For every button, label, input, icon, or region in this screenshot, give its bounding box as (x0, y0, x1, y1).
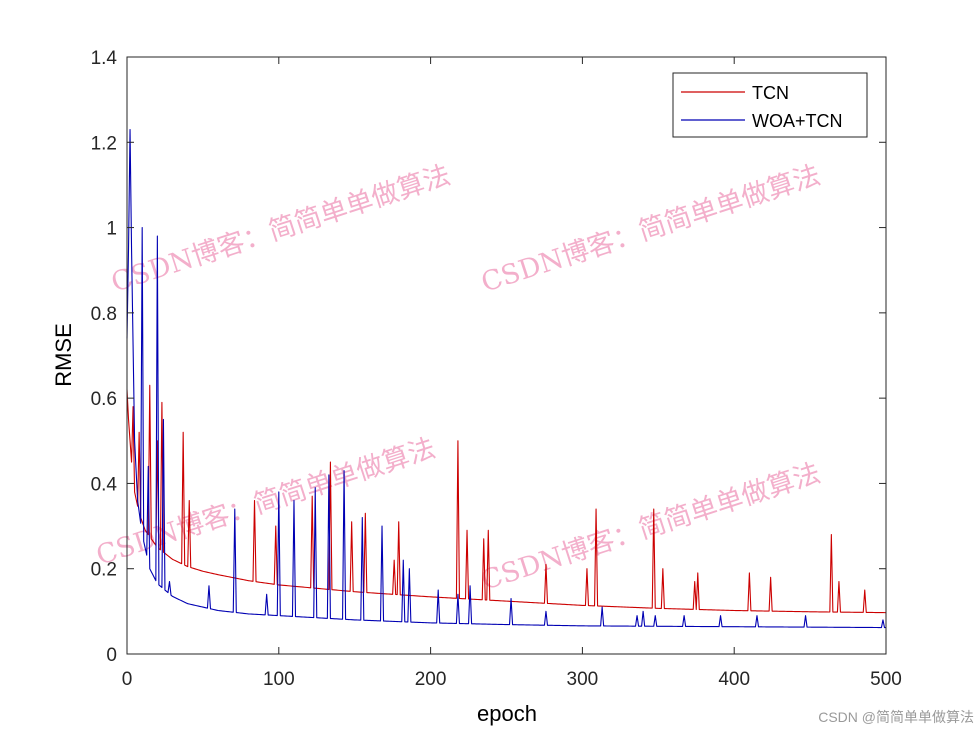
credit-watermark: CSDN @简简单单做算法 (818, 709, 974, 725)
x-tick-label: 0 (122, 669, 133, 690)
y-tick-label: 0.6 (91, 389, 117, 410)
x-tick-label: 400 (718, 669, 750, 690)
y-tick-label: 0.8 (91, 304, 117, 325)
y-axis-ticks: 0 0.2 0.4 0.6 0.8 1 1.2 1.4 (91, 48, 886, 666)
series-line-tcn (126, 384, 887, 614)
y-tick-label: 0.2 (91, 560, 117, 581)
x-tick-label: 100 (263, 669, 295, 690)
legend: TCN WOA+TCN (672, 72, 868, 138)
x-tick-label: 500 (870, 669, 902, 690)
y-tick-label: 1.2 (91, 133, 117, 154)
x-tick-label: 200 (415, 669, 447, 690)
plot-lines (126, 128, 887, 629)
legend-label-tcn: TCN (752, 83, 789, 103)
plot-frame (126, 56, 887, 655)
y-tick-label: 0 (106, 645, 117, 666)
x-axis-label: epoch (477, 701, 537, 726)
y-tick-label: 1.4 (91, 48, 118, 69)
y-tick-label: 1 (106, 219, 117, 240)
y-axis-label: RMSE (51, 323, 76, 387)
legend-label-woa-tcn: WOA+TCN (752, 111, 843, 131)
series-line-woa-tcn (126, 128, 887, 629)
x-tick-label: 300 (567, 669, 599, 690)
y-tick-label: 0.4 (91, 474, 118, 495)
x-axis-ticks: 0 100 200 300 400 500 (122, 57, 902, 690)
legend-box (672, 72, 868, 138)
